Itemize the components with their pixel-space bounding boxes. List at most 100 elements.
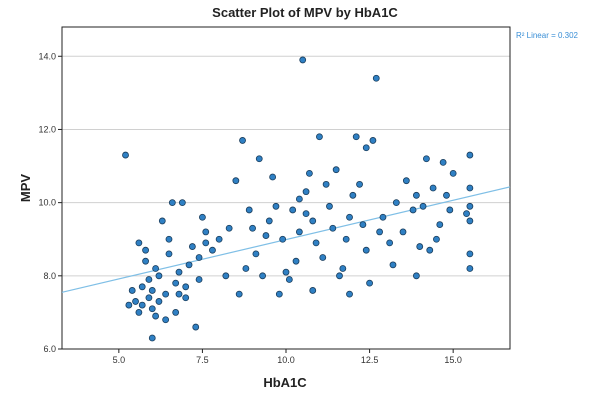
scatter-point xyxy=(386,239,394,247)
scatter-point xyxy=(195,254,203,261)
scatter-point xyxy=(339,265,347,272)
scatter-point xyxy=(165,250,173,258)
scatter-point xyxy=(419,202,427,210)
scatter-point xyxy=(359,221,367,228)
scatter-point xyxy=(199,213,206,221)
scatter-point xyxy=(209,246,216,254)
scatter-point xyxy=(272,202,280,210)
scatter-point xyxy=(309,287,317,294)
scatter-point xyxy=(322,180,330,188)
scatter-point xyxy=(232,177,240,185)
scatter-point xyxy=(145,276,153,283)
x-tick-label: 7.5 xyxy=(196,355,209,365)
scatter-point xyxy=(202,239,210,247)
scatter-point xyxy=(132,298,139,305)
scatter-point xyxy=(372,74,380,82)
scatter-point xyxy=(162,290,170,298)
scatter-point xyxy=(443,191,450,199)
scatter-point xyxy=(239,137,246,144)
x-tick-label: 5.0 xyxy=(113,355,126,365)
x-axis-label: HbA1C xyxy=(263,375,307,390)
scatter-point xyxy=(466,265,474,272)
scatter-point xyxy=(362,144,370,152)
scatter-point xyxy=(376,228,384,236)
scatter-point xyxy=(426,246,434,254)
scatter-point xyxy=(326,202,333,210)
scatter-point xyxy=(466,217,474,225)
scatter-point xyxy=(306,169,313,177)
scatter-point xyxy=(336,272,343,280)
scatter-point xyxy=(433,235,440,243)
scatter-point xyxy=(152,312,160,320)
scatter-point xyxy=(423,155,430,163)
scatter-point xyxy=(128,287,136,294)
scatter-point xyxy=(466,184,474,192)
scatter-point xyxy=(265,217,273,225)
scatter-point xyxy=(252,250,260,258)
scatter-point xyxy=(138,283,146,291)
scatter-point xyxy=(155,298,163,305)
scatter-point xyxy=(409,206,417,214)
scatter-point xyxy=(352,133,360,141)
scatter-point xyxy=(416,243,424,250)
scatter-point xyxy=(329,224,337,232)
scatter-point xyxy=(249,224,256,232)
scatter-point xyxy=(392,199,400,207)
scatter-point xyxy=(182,294,190,302)
scatter-point xyxy=(436,221,444,228)
scatter-point xyxy=(165,235,173,243)
scatter-point xyxy=(466,151,474,159)
scatter-point xyxy=(346,213,353,221)
scatter-point xyxy=(142,246,149,254)
scatter-point xyxy=(188,243,196,250)
y-ticks: 6.0 8.0 10.0 12.0 14.0 xyxy=(38,51,62,354)
scatter-point xyxy=(175,268,183,276)
scatter-point xyxy=(309,217,317,225)
scatter-point xyxy=(282,268,290,276)
scatter-point xyxy=(446,206,454,214)
x-tick-label: 10.0 xyxy=(277,355,295,365)
scatter-point xyxy=(332,166,340,174)
scatter-point xyxy=(168,199,176,207)
scatter-point xyxy=(155,272,163,280)
scatter-point xyxy=(138,301,146,309)
scatter-point xyxy=(463,210,470,218)
scatter-point xyxy=(346,290,353,298)
scatter-point xyxy=(295,228,303,236)
scatter-point xyxy=(259,272,266,280)
scatter-point xyxy=(145,294,153,302)
scatter-point xyxy=(148,287,156,294)
scatter-point xyxy=(235,290,243,298)
scatter-point xyxy=(402,177,410,185)
scatter-point xyxy=(289,206,297,214)
scatter-point xyxy=(429,184,437,192)
scatter-point xyxy=(142,257,149,265)
scatter-point xyxy=(366,279,373,287)
r2-linear-label: R² Linear = 0.302 xyxy=(516,31,579,40)
scatter-point xyxy=(185,261,193,269)
y-tick-label: 8.0 xyxy=(43,271,56,281)
scatter-point xyxy=(389,261,397,269)
scatter-point xyxy=(449,169,457,177)
scatter-point xyxy=(362,246,370,254)
scatter-point xyxy=(178,199,186,207)
scatter-point xyxy=(466,250,474,258)
scatter-point xyxy=(369,137,377,144)
scatter-point xyxy=(148,334,156,342)
scatter-point xyxy=(302,210,310,218)
scatter-point xyxy=(279,235,287,243)
y-tick-label: 12.0 xyxy=(38,124,56,134)
scatter-point xyxy=(295,195,303,203)
plot-frame xyxy=(61,26,511,350)
scatter-point xyxy=(275,290,283,298)
scatter-point xyxy=(152,265,160,272)
scatter-point xyxy=(342,235,350,243)
scatter-point xyxy=(125,301,133,309)
scatter-point xyxy=(262,232,270,239)
scatter-point xyxy=(172,309,180,316)
scatter-point xyxy=(292,257,300,265)
y-tick-label: 10.0 xyxy=(38,198,56,208)
scatter-point xyxy=(412,272,420,280)
x-tick-label: 12.5 xyxy=(361,355,379,365)
